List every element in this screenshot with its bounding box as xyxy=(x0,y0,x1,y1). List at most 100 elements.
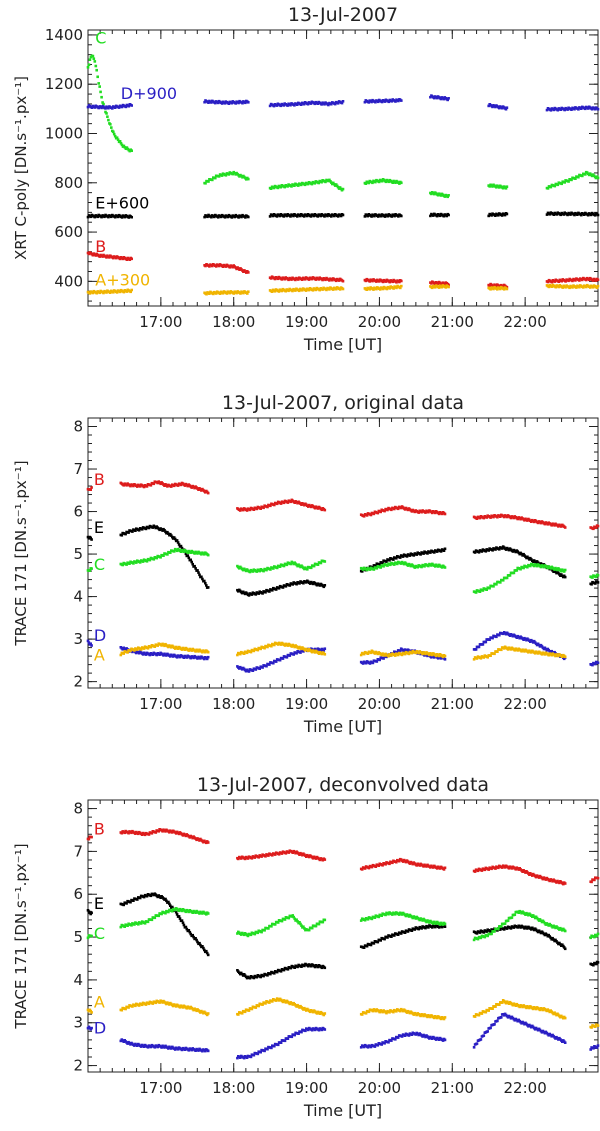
data-point xyxy=(290,278,293,281)
data-point xyxy=(143,922,147,925)
data-point xyxy=(318,288,321,292)
data-point xyxy=(210,101,213,104)
data-point xyxy=(191,911,194,914)
data-point xyxy=(527,651,530,654)
data-point xyxy=(478,931,482,934)
data-point xyxy=(264,591,267,594)
data-point xyxy=(268,215,272,218)
data-point xyxy=(186,554,190,557)
data-point xyxy=(165,899,168,903)
data-point xyxy=(316,102,319,105)
data-point xyxy=(253,932,257,936)
data-point xyxy=(263,646,266,650)
data-point xyxy=(239,857,243,860)
data-point xyxy=(573,107,576,111)
data-point xyxy=(363,100,367,104)
data-point xyxy=(496,515,499,519)
data-point xyxy=(577,175,580,179)
data-point xyxy=(101,101,104,104)
data-point xyxy=(501,186,505,190)
data-point xyxy=(401,555,405,558)
chart-title: 13-Jul-2007, deconvolved data xyxy=(197,774,489,796)
data-point xyxy=(194,937,197,940)
data-point xyxy=(266,505,269,509)
data-point xyxy=(319,561,323,565)
data-point xyxy=(402,649,406,653)
data-point xyxy=(407,652,411,656)
data-point xyxy=(206,553,210,557)
data-point xyxy=(596,574,600,577)
data-point xyxy=(152,558,156,561)
data-point xyxy=(177,832,181,836)
data-point xyxy=(315,583,319,587)
data-point xyxy=(499,928,502,931)
data-point xyxy=(559,213,562,217)
data-point xyxy=(275,970,279,974)
data-point xyxy=(206,586,210,589)
data-point xyxy=(130,288,133,292)
data-point xyxy=(272,567,275,570)
data-point xyxy=(558,573,561,576)
y-tick-label: 7 xyxy=(73,842,83,860)
data-point xyxy=(580,213,583,217)
data-point xyxy=(247,215,250,219)
data-point xyxy=(562,213,565,216)
data-point xyxy=(253,856,257,859)
data-point xyxy=(284,852,288,855)
data-point xyxy=(407,915,411,918)
data-point xyxy=(279,185,283,189)
data-point xyxy=(177,915,181,918)
data-point xyxy=(90,106,94,109)
data-point xyxy=(596,213,600,217)
data-point xyxy=(383,654,386,657)
data-point xyxy=(595,286,599,290)
data-point xyxy=(557,525,560,528)
data-point xyxy=(548,935,551,938)
data-point xyxy=(287,851,291,854)
data-point xyxy=(516,926,519,929)
data-point xyxy=(328,178,331,182)
data-point xyxy=(199,657,202,660)
data-point xyxy=(166,530,169,534)
data-point xyxy=(280,919,284,923)
data-point xyxy=(282,215,285,218)
data-point xyxy=(122,903,125,907)
data-point xyxy=(586,107,590,110)
data-point xyxy=(313,651,317,654)
data-point xyxy=(304,289,308,292)
data-point xyxy=(283,277,286,281)
data-point xyxy=(173,908,177,912)
data-point xyxy=(505,515,509,519)
x-tick-label: 20:00 xyxy=(358,1079,401,1097)
data-point xyxy=(500,648,503,652)
data-point xyxy=(93,215,97,219)
data-point xyxy=(530,558,533,561)
data-point xyxy=(276,921,280,924)
data-point xyxy=(265,664,268,668)
data-point xyxy=(510,867,514,870)
data-point xyxy=(375,567,379,570)
data-point xyxy=(167,532,170,535)
data-point xyxy=(543,653,547,656)
data-point xyxy=(327,103,330,107)
series-label-A: A+300 xyxy=(95,271,150,290)
data-point xyxy=(332,181,335,185)
data-point xyxy=(519,926,522,929)
data-point xyxy=(286,968,290,971)
data-point xyxy=(338,186,342,189)
data-point xyxy=(273,643,276,647)
data-point xyxy=(123,831,126,835)
data-point xyxy=(386,214,390,218)
data-point xyxy=(490,214,493,217)
data-point xyxy=(296,215,299,218)
data-point xyxy=(590,107,594,111)
data-point xyxy=(583,213,586,216)
data-point xyxy=(115,136,119,139)
data-point xyxy=(298,582,301,585)
data-point xyxy=(566,108,569,111)
data-point xyxy=(275,215,279,218)
data-point xyxy=(400,99,403,102)
data-point xyxy=(303,503,306,507)
data-point xyxy=(500,214,504,217)
data-point xyxy=(116,138,120,141)
